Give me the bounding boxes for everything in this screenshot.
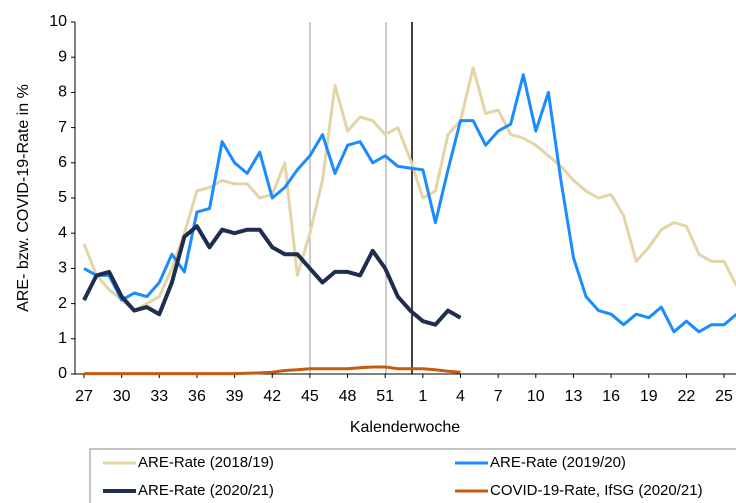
x-tick-label: 13 bbox=[565, 388, 583, 405]
x-tick-label: 33 bbox=[150, 388, 168, 405]
x-axis-label: Kalenderwoche bbox=[350, 419, 460, 436]
x-tick-label: 39 bbox=[226, 388, 244, 405]
x-tick-label: 25 bbox=[715, 388, 733, 405]
y-tick-label: 0 bbox=[58, 365, 67, 382]
y-tick-label: 7 bbox=[58, 119, 67, 136]
series-line bbox=[83, 73, 736, 334]
y-tick-label: 5 bbox=[58, 189, 67, 206]
y-tick-label: 2 bbox=[58, 295, 67, 312]
legend-label: COVID-19-Rate, IfSG (2020/21) bbox=[490, 482, 703, 499]
y-tick-label: 4 bbox=[58, 224, 67, 241]
x-tick-label: 1 bbox=[418, 388, 427, 405]
legend-label: ARE-Rate (2020/21) bbox=[138, 482, 274, 499]
legend-box bbox=[89, 448, 736, 503]
legend-label: ARE-Rate (2019/20) bbox=[490, 454, 626, 471]
x-tick-label: 19 bbox=[640, 388, 658, 405]
x-tick-label: 48 bbox=[339, 388, 357, 405]
y-axis-label: ARE- bzw. COVID-19-Rate in % bbox=[15, 84, 32, 312]
series-line bbox=[82, 224, 462, 327]
y-tick-label: 1 bbox=[58, 330, 67, 347]
y-tick-label: 8 bbox=[58, 84, 67, 101]
x-tick-label: 45 bbox=[301, 388, 319, 405]
x-tick-label: 30 bbox=[113, 388, 131, 405]
series-line bbox=[84, 365, 461, 376]
x-tick-label: 27 bbox=[75, 388, 93, 405]
x-tick-label: 16 bbox=[602, 388, 620, 405]
x-tick-label: 7 bbox=[494, 388, 503, 405]
series-line bbox=[82, 66, 736, 313]
x-tick-label: 4 bbox=[456, 388, 465, 405]
y-tick-label: 6 bbox=[58, 154, 67, 171]
x-tick-label: 10 bbox=[527, 388, 545, 405]
x-tick-label: 42 bbox=[263, 388, 281, 405]
y-tick-label: 10 bbox=[49, 13, 67, 30]
legend-label: ARE-Rate (2018/19) bbox=[138, 454, 274, 471]
y-tick-label: 3 bbox=[58, 260, 67, 277]
x-tick-label: 51 bbox=[376, 388, 394, 405]
y-tick-label: 9 bbox=[58, 48, 67, 65]
x-tick-label: 36 bbox=[188, 388, 206, 405]
x-tick-label: 22 bbox=[678, 388, 696, 405]
